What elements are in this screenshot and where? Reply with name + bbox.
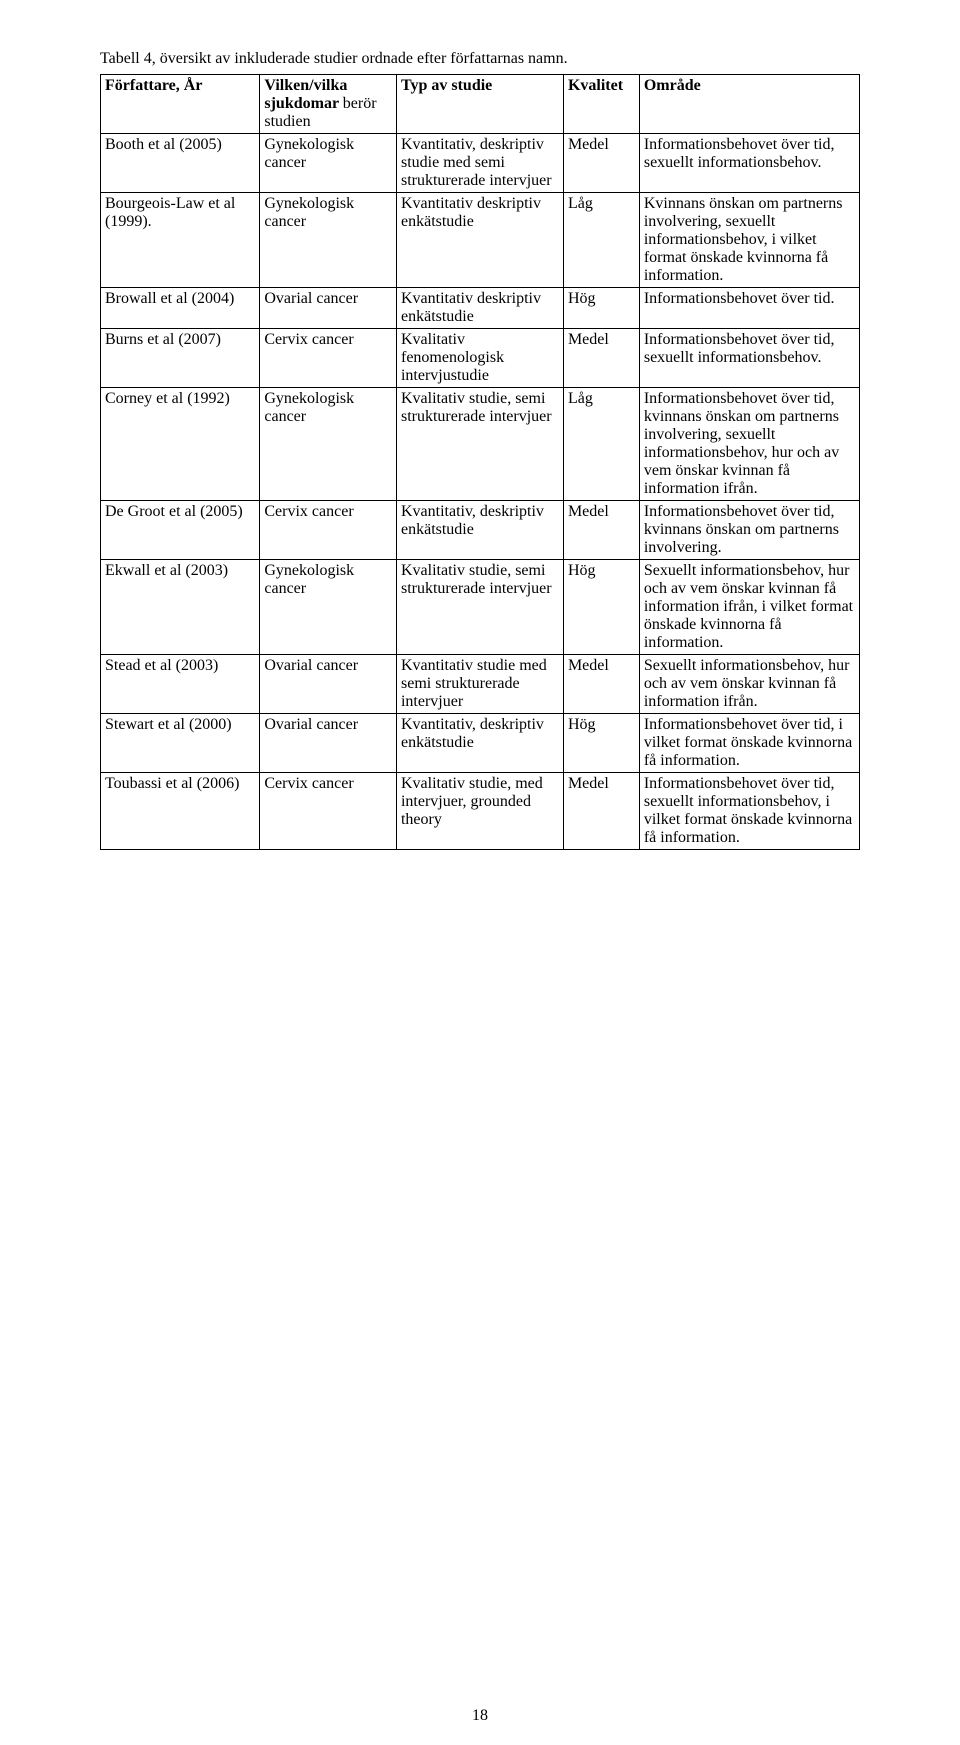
table-cell: Informationsbehovet över tid, kvinnans ö… <box>639 388 859 501</box>
table-cell: Gynekologisk cancer <box>260 134 397 193</box>
col-omrade: Område <box>639 75 859 134</box>
table-cell: Gynekologisk cancer <box>260 193 397 288</box>
table-body: Booth et al (2005)Gynekologisk cancerKva… <box>101 134 860 850</box>
table-cell: Ovarial cancer <box>260 714 397 773</box>
table-cell: Kvantitativ, deskriptiv enkätstudie <box>396 714 563 773</box>
table-cell: Kvalitativ studie, semi strukturerade in… <box>396 560 563 655</box>
table-cell: Kvantitativ studie med semi strukturerad… <box>396 655 563 714</box>
table-row: Ekwall et al (2003)Gynekologisk cancerKv… <box>101 560 860 655</box>
table-cell: Ovarial cancer <box>260 655 397 714</box>
table-row: Browall et al (2004)Ovarial cancerKvanti… <box>101 288 860 329</box>
table-cell: Informationsbehovet över tid, sexuellt i… <box>639 773 859 850</box>
table-cell: Kvantitativ, deskriptiv enkätstudie <box>396 501 563 560</box>
table-row: Bourgeois-Law et al (1999).Gynekologisk … <box>101 193 860 288</box>
table-cell: Cervix cancer <box>260 773 397 850</box>
table-cell: Gynekologisk cancer <box>260 560 397 655</box>
table-cell: Kvantitativ, deskriptiv studie med semi … <box>396 134 563 193</box>
table-cell: Låg <box>563 388 639 501</box>
table-row: Corney et al (1992)Gynekologisk cancerKv… <box>101 388 860 501</box>
table-cell: Sexuellt informationsbehov, hur och av v… <box>639 655 859 714</box>
table-cell: Booth et al (2005) <box>101 134 260 193</box>
table-cell: Ovarial cancer <box>260 288 397 329</box>
table-cell: Kvalitativ studie, semi strukturerade in… <box>396 388 563 501</box>
table-cell: Hög <box>563 560 639 655</box>
table-cell: Medel <box>563 655 639 714</box>
page-root: Tabell 4, översikt av inkluderade studie… <box>0 0 960 1745</box>
table-cell: Kvinnans önskan om partnerns involvering… <box>639 193 859 288</box>
table-cell: Browall et al (2004) <box>101 288 260 329</box>
table-row: Toubassi et al (2006)Cervix cancerKvalit… <box>101 773 860 850</box>
table-row: De Groot et al (2005)Cervix cancerKvanti… <box>101 501 860 560</box>
table-cell: Kvantitativ deskriptiv enkätstudie <box>396 193 563 288</box>
table-row: Stead et al (2003)Ovarial cancerKvantita… <box>101 655 860 714</box>
table-cell: Gynekologisk cancer <box>260 388 397 501</box>
table-header-row: Författare, År Vilken/vilka sjukdomar be… <box>101 75 860 134</box>
table-cell: Informationsbehovet över tid. <box>639 288 859 329</box>
table-row: Booth et al (2005)Gynekologisk cancerKva… <box>101 134 860 193</box>
table-cell: Medel <box>563 773 639 850</box>
table-cell: Corney et al (1992) <box>101 388 260 501</box>
col-typ: Typ av studie <box>396 75 563 134</box>
table-cell: Kvalitativ fenomenologisk intervjustudie <box>396 329 563 388</box>
table-cell: Kvantitativ deskriptiv enkätstudie <box>396 288 563 329</box>
table-cell: Medel <box>563 329 639 388</box>
col-sjukdomar-bold: Vilken/vilka sjukdomar <box>264 77 347 112</box>
col-forf-ar: Författare, År <box>101 75 260 134</box>
table-cell: Bourgeois-Law et al (1999). <box>101 193 260 288</box>
table-cell: Kvalitativ studie, med intervjuer, groun… <box>396 773 563 850</box>
studies-table: Författare, År Vilken/vilka sjukdomar be… <box>100 74 860 850</box>
table-cell: Cervix cancer <box>260 501 397 560</box>
table-cell: Informationsbehovet över tid, kvinnans ö… <box>639 501 859 560</box>
table-cell: Hög <box>563 714 639 773</box>
table-cell: Ekwall et al (2003) <box>101 560 260 655</box>
col-kvalitet: Kvalitet <box>563 75 639 134</box>
table-cell: Stead et al (2003) <box>101 655 260 714</box>
table-cell: Hög <box>563 288 639 329</box>
table-cell: De Groot et al (2005) <box>101 501 260 560</box>
table-cell: Sexuellt informationsbehov, hur och av v… <box>639 560 859 655</box>
table-cell: Informationsbehovet över tid, i vilket f… <box>639 714 859 773</box>
page-number: 18 <box>0 1707 960 1725</box>
col-sjukdomar: Vilken/vilka sjukdomar berör studien <box>260 75 397 134</box>
table-cell: Medel <box>563 501 639 560</box>
table-cell: Cervix cancer <box>260 329 397 388</box>
table-cell: Stewart et al (2000) <box>101 714 260 773</box>
table-cell: Medel <box>563 134 639 193</box>
table-row: Burns et al (2007)Cervix cancerKvalitati… <box>101 329 860 388</box>
table-cell: Burns et al (2007) <box>101 329 260 388</box>
table-caption: Tabell 4, översikt av inkluderade studie… <box>100 50 860 68</box>
table-cell: Informationsbehovet över tid, sexuellt i… <box>639 329 859 388</box>
table-cell: Toubassi et al (2006) <box>101 773 260 850</box>
table-cell: Informationsbehovet över tid, sexuellt i… <box>639 134 859 193</box>
table-row: Stewart et al (2000)Ovarial cancerKvanti… <box>101 714 860 773</box>
table-cell: Låg <box>563 193 639 288</box>
